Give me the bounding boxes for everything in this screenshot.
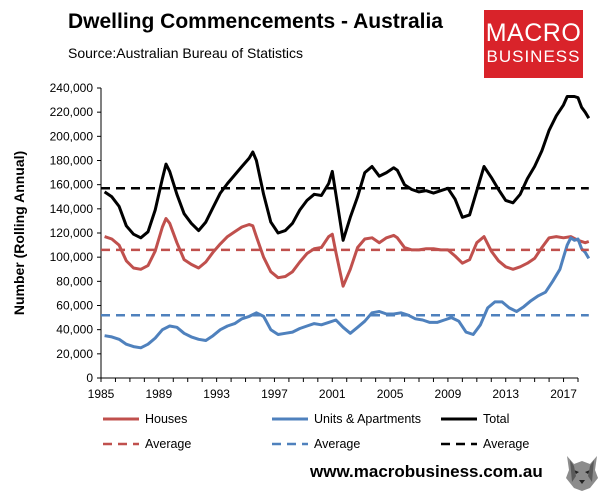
legend-label-5: Average	[483, 437, 529, 451]
series-line-2	[103, 95, 591, 242]
y-tick-label: 20,000	[56, 347, 93, 361]
chart-source: Source:Australian Bureau of Statistics	[68, 45, 304, 61]
axes: 0 20,000 40,000 60,000 80,000 100,000 120,000 1…	[11, 81, 579, 401]
line-chart: 0 20,000 40,000 60,000 80,000 100,000 120,000 1…	[11, 81, 591, 451]
y-tick-label: 140,000	[50, 202, 94, 216]
x-tick-label: 1997	[261, 387, 288, 401]
legend-label-4: Average	[314, 437, 360, 451]
logo-line-2: BUSINESS	[486, 47, 581, 66]
x-tick-label: 1993	[203, 387, 230, 401]
plot-area	[101, 95, 591, 350]
chart-title: Dwelling Commencements - Australia	[68, 10, 443, 33]
x-tick-label: 2009	[435, 387, 462, 401]
y-tick-label: 40,000	[56, 323, 93, 337]
y-tick-label: 180,000	[50, 154, 94, 168]
series-line-0	[104, 217, 590, 288]
x-tick-label: 1989	[145, 387, 172, 401]
y-axis-label: Number (Rolling Annual)	[11, 151, 27, 315]
y-tick-label: 100,000	[50, 250, 94, 264]
y-tick-label: 160,000	[50, 178, 94, 192]
y-tick-label: 60,000	[56, 299, 93, 313]
legend-label-3: Average	[145, 437, 191, 451]
logo-line-1: MACRO	[485, 19, 582, 47]
y-tick-label: 0	[86, 371, 93, 385]
website-url: www.macrobusiness.com.au	[310, 462, 543, 481]
legend-label-0: Houses	[145, 412, 187, 426]
y-tick-label: 200,000	[50, 129, 94, 143]
x-tick-label: 2005	[377, 387, 404, 401]
legend-label-1: Units & Apartments	[314, 412, 421, 426]
x-tick-label: 2001	[319, 387, 346, 401]
y-tick-label: 120,000	[50, 226, 94, 240]
x-tick-label: 1985	[88, 387, 115, 401]
x-tick-label: 2017	[550, 387, 577, 401]
legend: Houses Units & Apartments Total Average Aver…	[103, 412, 529, 451]
wolf-logo-icon	[564, 452, 600, 492]
legend-label-2: Total	[483, 412, 509, 426]
y-tick-label: 80,000	[56, 274, 93, 288]
y-tick-label: 240,000	[50, 81, 94, 95]
y-tick-label: 220,000	[50, 105, 94, 119]
x-tick-label: 2013	[492, 387, 519, 401]
macrobusiness-logo: MACRO BUSINESS	[484, 10, 583, 78]
series-line-1	[104, 236, 591, 350]
